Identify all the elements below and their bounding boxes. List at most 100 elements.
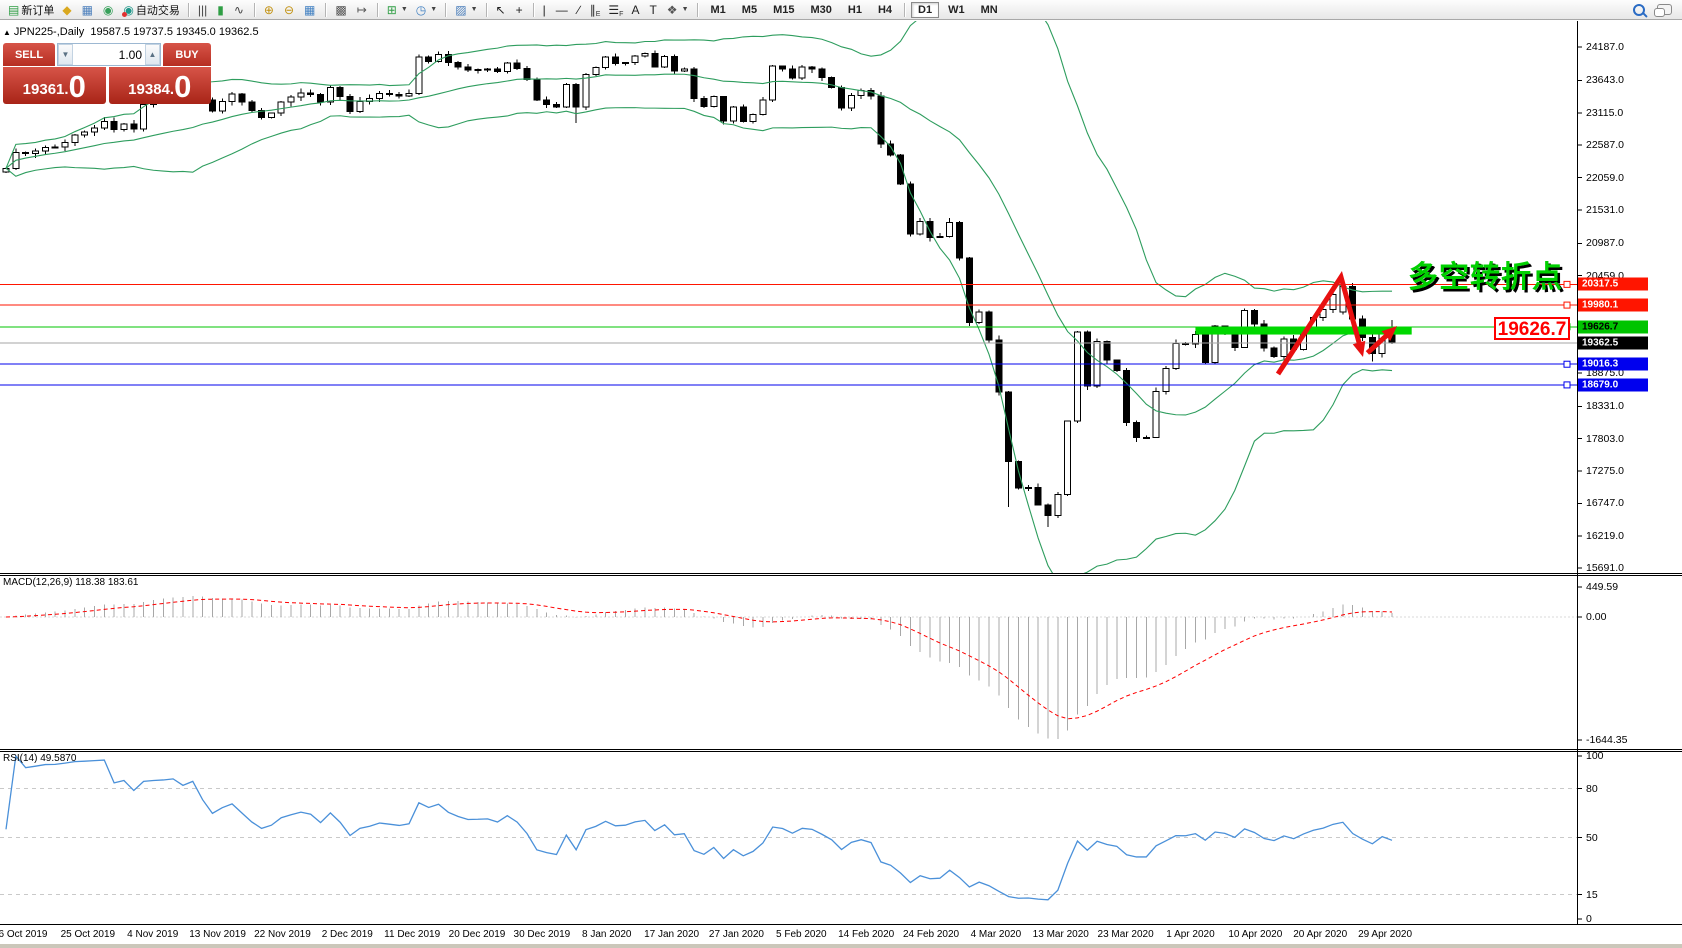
date-tick-label: 23 Mar 2020 <box>1097 929 1154 940</box>
timeframe-w1-button[interactable]: W1 <box>948 3 965 16</box>
symbol-marker-icon: ▲ <box>3 28 11 37</box>
timeframe-h4-button[interactable]: H4 <box>877 3 892 16</box>
tile-windows-button[interactable]: ▦ <box>301 1 320 18</box>
channel-tool-icon: ∥ <box>589 2 596 17</box>
level-price-label: 18679.0 <box>1578 378 1648 392</box>
timeframe-mn-button[interactable]: MN <box>980 3 998 16</box>
candlestick-chart-type-icon: ▮ <box>217 2 224 17</box>
bars-chart-type-icon: ||| <box>197 2 208 17</box>
auto-scroll-button[interactable]: ▩ <box>332 1 351 18</box>
date-tick-label: 11 Dec 2019 <box>384 929 441 940</box>
styles-palette-icon[interactable]: ◆ <box>59 1 76 18</box>
new-order-icon: ▤ <box>8 2 20 17</box>
sell-button[interactable]: SELL <box>3 43 55 66</box>
cursor-tool-button[interactable]: ↖ <box>493 1 511 18</box>
templates-icon: ▨ <box>455 2 467 17</box>
turning-point-annotation[interactable]: 多空转折点 <box>1408 261 1563 294</box>
price-tick-label: 16219.0 <box>1586 529 1624 542</box>
dropdown-arrow-icon[interactable]: ▼ <box>681 6 689 13</box>
ohlc-values: 19587.5 19737.5 19345.0 19362.5 <box>90 26 259 38</box>
date-tick-label: 25 Oct 2019 <box>60 929 116 940</box>
horizontal-line-tool-button[interactable]: ― <box>553 1 573 18</box>
chart-shift-button[interactable]: ↦ <box>354 1 372 18</box>
one-click-trading-panel: SELL ▼ 1.00 ▲ BUY 19361. 0 19384. 0 <box>3 43 211 104</box>
text-tool-button[interactable]: A <box>628 1 644 18</box>
level-price-label: 20317.5 <box>1578 277 1648 291</box>
add-indicator-button[interactable]: ⊞ ▼ <box>384 1 411 18</box>
vertical-line-tool-icon: | <box>542 2 546 17</box>
crosshair-tool-button[interactable]: + <box>513 1 528 18</box>
fibonacci-tool-button[interactable]: ☰ F <box>605 1 626 19</box>
bars-chart-type-button[interactable]: ||| <box>195 1 212 18</box>
sell-price[interactable]: 19361. 0 <box>3 67 106 104</box>
volume-decrease-button[interactable]: ▼ <box>58 44 73 65</box>
templates-button[interactable]: ▨ ▼ <box>452 1 480 18</box>
rsi-tick-label: 15 <box>1586 888 1598 901</box>
zoom-out-icon: ⊖ <box>283 2 295 17</box>
shapes-tool-icon: ❖ <box>666 2 678 17</box>
periods-button[interactable]: ◷ ▼ <box>413 1 440 18</box>
rsi-indicator-label: RSI(14) 49.5870 <box>3 753 77 764</box>
dropdown-arrow-icon[interactable]: ▼ <box>470 6 478 13</box>
toolbar-separator <box>904 2 906 17</box>
chat-icon[interactable] <box>1654 4 1672 17</box>
timeframe-m30-button[interactable]: M30 <box>810 3 832 16</box>
timeframe-h1-button[interactable]: H1 <box>847 3 862 16</box>
toolbar-buttons: ▤ 新订单 ◆ ▦ ◉ ◉ 自动交易 ||| ▮ ∿ ⊕ ⊖ ▦ ▩ ↦ ⊞ ▼ ◷ ▼ ▨ ▼ ↖ + | ― ∕ ∥ E ☰ F A T ❖… <box>4 1 703 18</box>
vertical-line-tool-button[interactable]: | <box>540 1 551 18</box>
date-tick-label: 29 Apr 2020 <box>1358 929 1413 940</box>
trendline-tool-button[interactable]: ∕ <box>575 1 585 18</box>
timeframe-m5-button[interactable]: M5 <box>741 3 758 16</box>
price-callout-box[interactable]: 19626.7 <box>1494 317 1570 340</box>
dropdown-arrow-icon[interactable]: ▼ <box>430 6 438 13</box>
date-tick-label: 20 Apr 2020 <box>1293 929 1348 940</box>
buy-price[interactable]: 19384. 0 <box>108 67 211 104</box>
toolbar-separator <box>445 2 448 17</box>
date-tick-label: 6 Oct 2019 <box>0 929 48 940</box>
date-tick-label: 30 Dec 2019 <box>513 929 571 940</box>
date-tick-label: 2 Dec 2019 <box>321 929 373 940</box>
level-price-label: 19016.3 <box>1578 357 1648 371</box>
zoom-in-button[interactable]: ⊕ <box>261 1 279 18</box>
date-tick-label: 24 Feb 2020 <box>902 929 960 940</box>
sell-label: SELL <box>14 48 44 61</box>
signals-icon[interactable]: ◉ <box>100 1 118 18</box>
icon-sub-letter: E <box>595 11 601 18</box>
new-order-button[interactable]: ▤ 新订单 <box>5 1 57 18</box>
date-tick-label: 14 Feb 2020 <box>838 929 895 940</box>
timeframe-m1-button[interactable]: M1 <box>710 3 726 16</box>
buy-button[interactable]: BUY <box>163 43 211 66</box>
charts-window-icon[interactable]: ▦ <box>79 1 98 18</box>
candlestick-chart-type-button[interactable]: ▮ <box>214 1 229 18</box>
rsi-tick-label: 0 <box>1586 913 1592 925</box>
toolbar-separator <box>253 2 256 17</box>
shapes-tool-button[interactable]: ❖ ▼ <box>664 1 692 18</box>
icon-sub-letter: F <box>619 11 624 18</box>
toolbar: ▤ 新订单 ◆ ▦ ◉ ◉ 自动交易 ||| ▮ ∿ ⊕ ⊖ ▦ ▩ ↦ ⊞ ▼ ◷ ▼ ▨ ▼ ↖ + | ― ∕ ∥ E ☰ F A T ❖… <box>0 0 1682 20</box>
trendline-tool-icon: ∕ <box>577 2 580 17</box>
rsi-tick-label: 100 <box>1586 750 1604 762</box>
line-chart-type-button[interactable]: ∿ <box>231 1 249 18</box>
zoom-out-button[interactable]: ⊖ <box>281 1 299 18</box>
autotrading-button[interactable]: ◉ 自动交易 <box>120 1 182 18</box>
toolbar-separator <box>532 2 535 17</box>
date-tick-label: 22 Nov 2019 <box>254 929 311 940</box>
channel-tool-button[interactable]: ∥ E <box>587 1 604 19</box>
rsi-tick-label: 80 <box>1586 782 1598 795</box>
date-tick-label: 13 Nov 2019 <box>189 929 246 940</box>
label-tool-button[interactable]: T <box>646 1 661 18</box>
price-tick-label: 15691.0 <box>1586 562 1624 575</box>
date-tick-label: 13 Mar 2020 <box>1032 929 1089 940</box>
volume-increase-button[interactable]: ▲ <box>145 44 160 65</box>
search-icon[interactable] <box>1633 3 1645 16</box>
volume-value[interactable]: 1.00 <box>118 47 142 62</box>
timeframe-d1-button[interactable]: D1 <box>911 1 940 18</box>
volume-field[interactable]: ▼ 1.00 ▲ <box>57 43 161 66</box>
dropdown-arrow-icon[interactable]: ▼ <box>400 6 408 13</box>
timeframe-m15-button[interactable]: M15 <box>773 3 795 16</box>
current-price-label: 19362.5 <box>1578 336 1648 350</box>
crosshair-tool-icon: + <box>515 2 523 17</box>
sell-price-main: 19361. <box>22 81 69 98</box>
window-edge <box>0 944 1682 948</box>
